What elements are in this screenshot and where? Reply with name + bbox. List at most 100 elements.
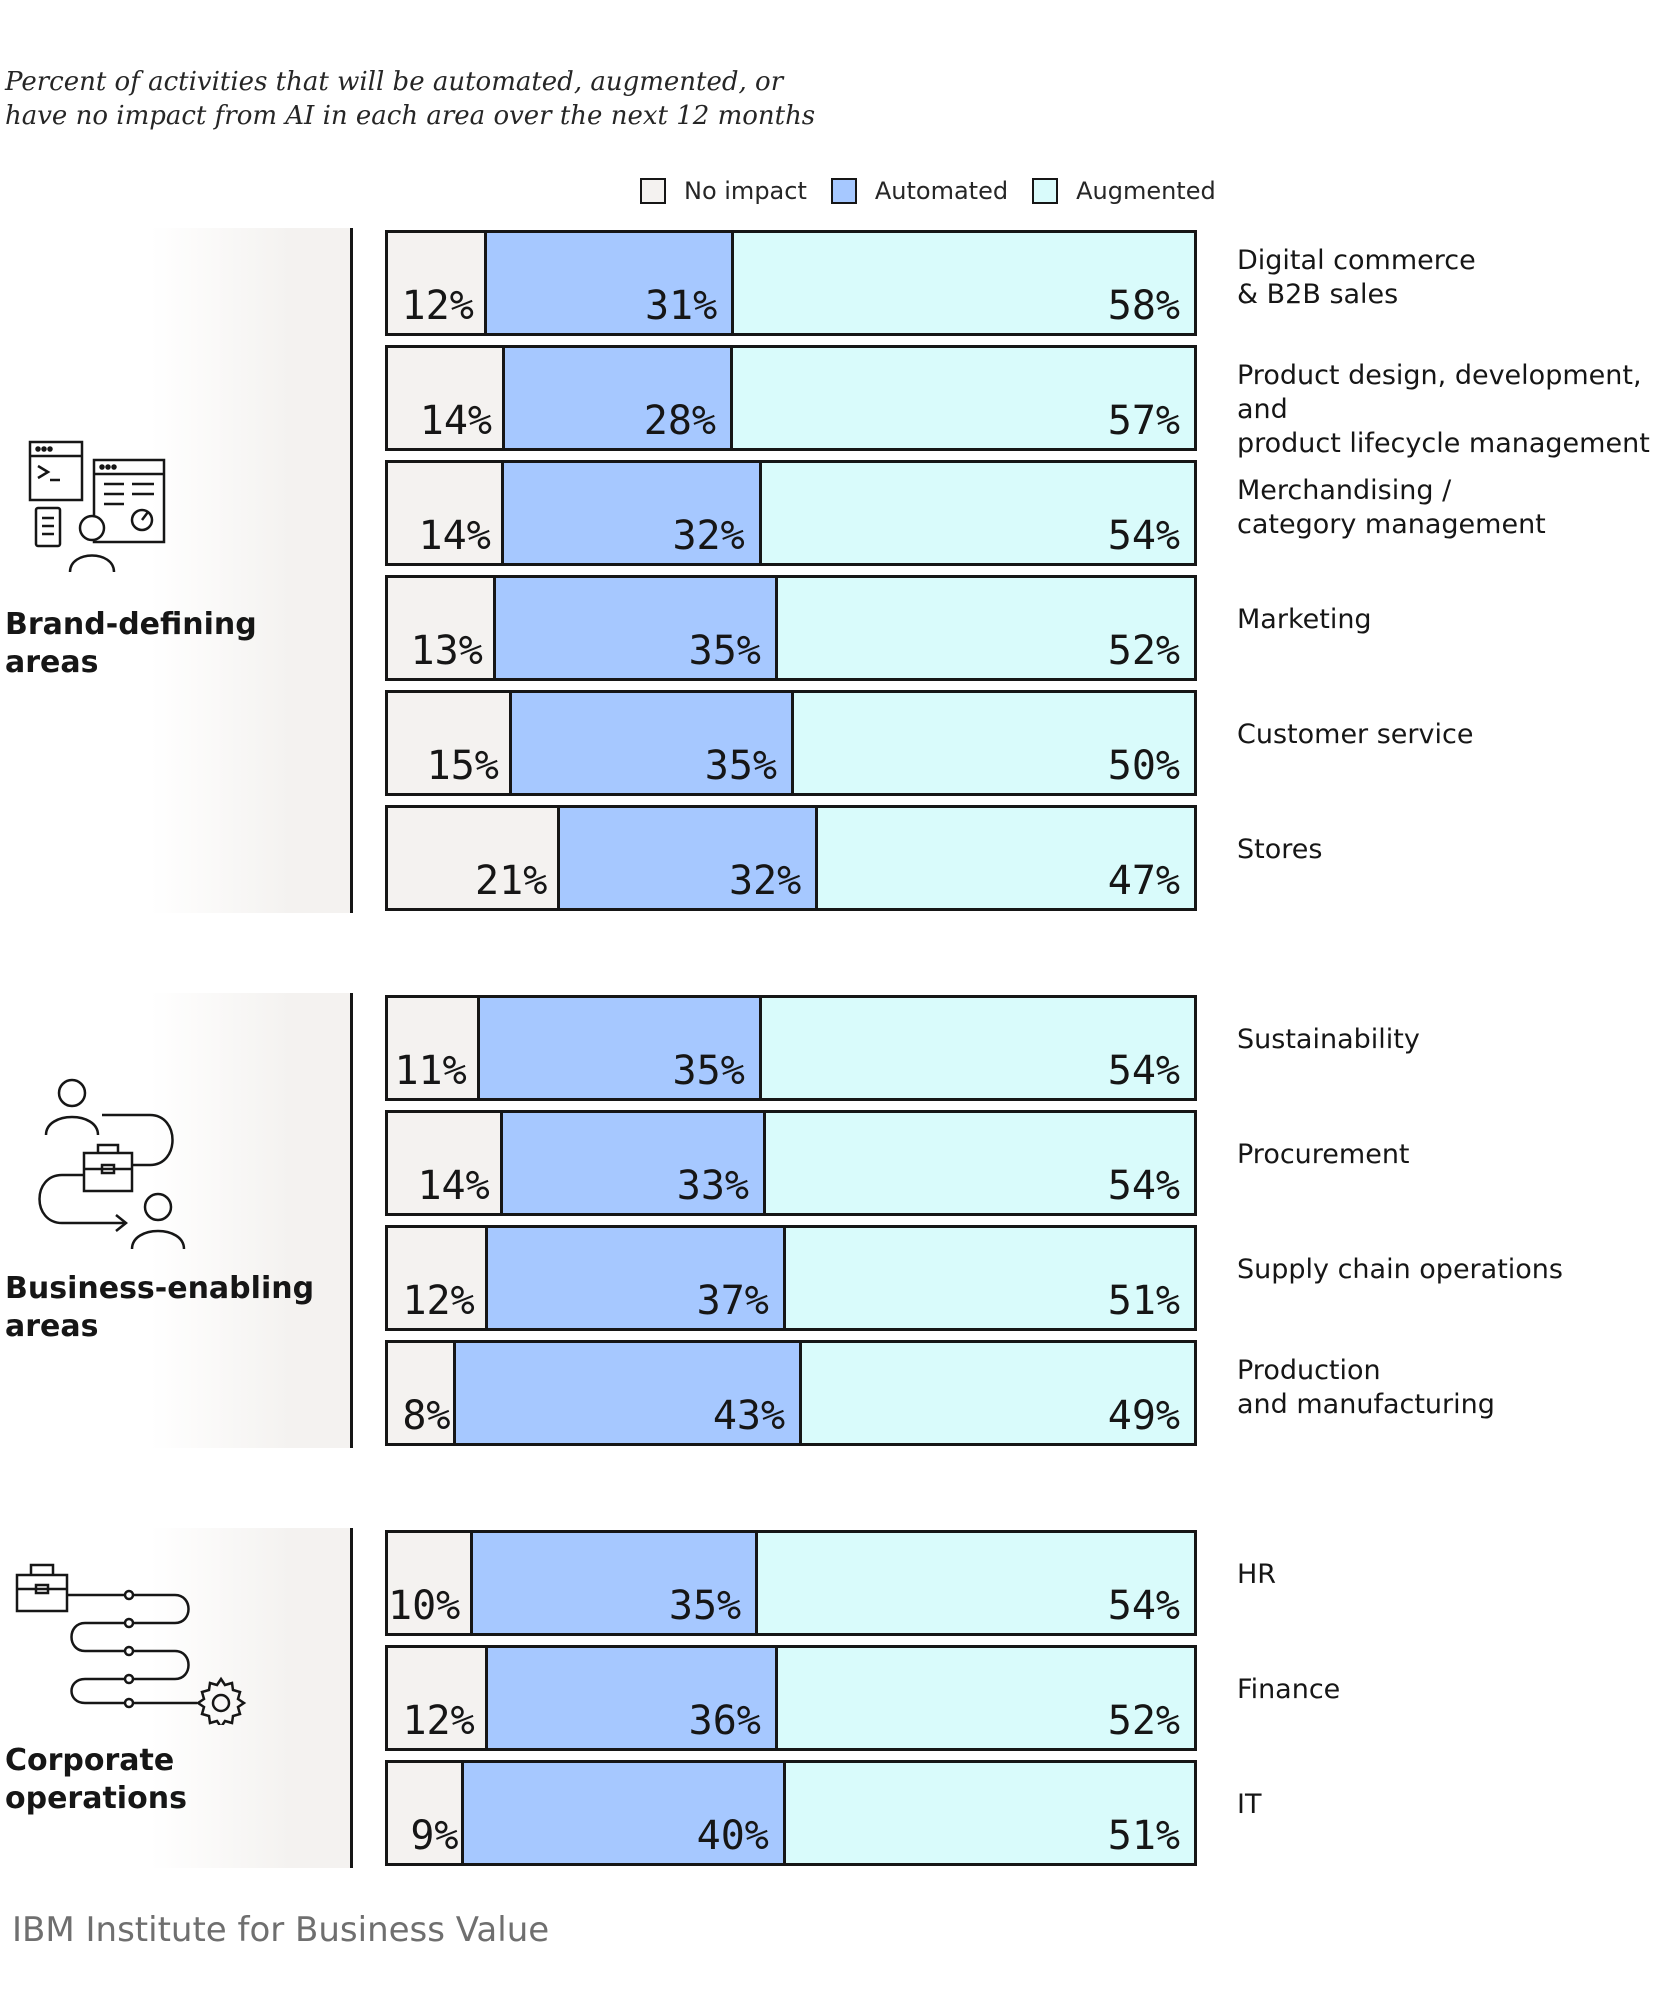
- category-label: Digital commerce & B2B sales: [1237, 245, 1476, 310]
- data-label: 8%: [402, 1393, 451, 1439]
- group-divider: [350, 1528, 353, 1868]
- bar-row: 14% 33% 54%: [385, 1110, 1197, 1216]
- category-label: Customer service: [1237, 719, 1474, 750]
- bar-segment-automated: 37%: [484, 1228, 783, 1328]
- data-label: 35%: [672, 1048, 745, 1094]
- bar-row: 14% 32% 54%: [385, 460, 1197, 566]
- category-label: Marketing: [1237, 604, 1372, 635]
- data-label: 12%: [402, 1698, 475, 1744]
- subtitle-line-1: Percent of activities that will be autom…: [5, 67, 784, 97]
- legend-swatch-augmented: [1032, 178, 1059, 204]
- bar-row: 13% 35% 52%: [385, 575, 1197, 681]
- bar-row: 11% 35% 54%: [385, 995, 1197, 1101]
- footer-source: IBM Institute for Business Value: [12, 1910, 550, 1950]
- bar-segment-no-impact: 11%: [388, 998, 477, 1098]
- data-label: 32%: [672, 513, 745, 559]
- category-label: Supply chain operations: [1237, 1254, 1563, 1285]
- group-background: [150, 993, 352, 1448]
- data-label: 36%: [688, 1698, 761, 1744]
- data-label: 21%: [475, 858, 548, 904]
- bar-segment-no-impact: 21%: [388, 808, 558, 908]
- category-label: Stores: [1237, 834, 1323, 865]
- data-label: 11%: [394, 1048, 467, 1094]
- bar-segment-automated: 40%: [460, 1763, 783, 1863]
- data-label: 9%: [410, 1813, 459, 1859]
- legend-label-augmented: Augmented: [1076, 177, 1216, 205]
- data-label: 54%: [1107, 1583, 1180, 1629]
- bar-segment-automated: 35%: [470, 1533, 756, 1633]
- bar-segment-no-impact: 12%: [388, 233, 484, 333]
- data-label: 37%: [696, 1278, 769, 1324]
- category-label: Merchandising / category management: [1237, 475, 1546, 540]
- data-label: 31%: [644, 283, 718, 329]
- bar-segment-augmented: 52%: [774, 1648, 1194, 1748]
- data-label: 33%: [676, 1163, 749, 1209]
- bar-segment-no-impact: 13%: [388, 578, 493, 678]
- data-label: 12%: [401, 283, 474, 329]
- data-label: 52%: [1107, 1698, 1180, 1744]
- category-label: Sustainability: [1237, 1024, 1420, 1055]
- workflow-people-icon: [32, 1075, 192, 1259]
- chart-subtitle: Percent of activities that will be autom…: [5, 65, 825, 133]
- bar-segment-no-impact: 8%: [388, 1343, 453, 1443]
- legend-label-automated: Automated: [874, 177, 1009, 205]
- subtitle-line-2: have no impact from AI in each area over…: [5, 101, 816, 131]
- data-label: 47%: [1107, 858, 1180, 904]
- bar-row: 9% 40% 51%: [385, 1760, 1197, 1866]
- legend-label-no-impact: No impact: [684, 177, 807, 205]
- data-label: 58%: [1107, 283, 1180, 329]
- bar-segment-automated: 32%: [557, 808, 816, 908]
- bar-row: 10% 35% 54%: [385, 1530, 1197, 1636]
- data-label: 14%: [418, 513, 491, 559]
- bar-segment-augmented: 51%: [782, 1228, 1194, 1328]
- bar-segment-augmented: 54%: [758, 998, 1194, 1098]
- group-background: [150, 228, 352, 913]
- data-label: 51%: [1107, 1278, 1180, 1324]
- bar-segment-no-impact: 12%: [388, 1648, 485, 1748]
- bar-segment-automated: 35%: [476, 998, 759, 1098]
- data-label: 51%: [1107, 1813, 1180, 1859]
- bar-segment-automated: 31%: [483, 233, 732, 333]
- data-label: 54%: [1107, 1163, 1180, 1209]
- bar-segment-augmented: 47%: [815, 808, 1194, 908]
- category-label: Finance: [1237, 1674, 1341, 1705]
- bar-segment-no-impact: 15%: [388, 693, 509, 793]
- bar-row: 12% 36% 52%: [385, 1645, 1197, 1751]
- bar-segment-no-impact: 9%: [388, 1763, 461, 1863]
- data-label: 12%: [402, 1278, 475, 1324]
- bar-segment-no-impact: 10%: [388, 1533, 471, 1633]
- process-gear-icon: [15, 1555, 255, 1730]
- bar-segment-no-impact: 14%: [388, 1113, 500, 1213]
- data-label: 32%: [728, 858, 802, 904]
- data-label: 13%: [410, 628, 483, 674]
- legend-item-automated: Automated: [830, 177, 1009, 205]
- data-label: 14%: [419, 398, 492, 444]
- bar-segment-no-impact: 14%: [388, 463, 501, 563]
- legend-item-no-impact: No impact: [640, 177, 807, 205]
- category-label: Procurement: [1237, 1139, 1410, 1170]
- bar-segment-augmented: 49%: [799, 1343, 1194, 1443]
- bar-segment-automated: 43%: [452, 1343, 800, 1443]
- category-label: Product design, development, and product …: [1237, 360, 1650, 459]
- bar-row: 15% 35% 50%: [385, 690, 1197, 796]
- data-label: 57%: [1107, 398, 1180, 444]
- bar-segment-automated: 35%: [508, 693, 791, 793]
- legend-item-augmented: Augmented: [1032, 177, 1216, 205]
- legend-swatch-no-impact: [640, 178, 666, 204]
- data-label: 49%: [1107, 1393, 1180, 1439]
- bar-row: 21% 32% 47%: [385, 805, 1197, 911]
- bar-segment-augmented: 54%: [762, 1113, 1194, 1213]
- data-label: 54%: [1107, 1048, 1180, 1094]
- data-label: 35%: [704, 743, 777, 789]
- bar-segment-no-impact: 14%: [388, 348, 502, 448]
- group-label: Brand-defining areas: [5, 607, 257, 680]
- bar-segment-no-impact: 12%: [388, 1228, 485, 1328]
- bar-segment-augmented: 51%: [782, 1763, 1194, 1863]
- group-background: [150, 1528, 352, 1868]
- bar-segment-augmented: 54%: [758, 463, 1194, 563]
- bar-segment-automated: 32%: [500, 463, 759, 563]
- bar-row: 14% 28% 57%: [385, 345, 1197, 451]
- bar-segment-automated: 28%: [502, 348, 730, 448]
- group-divider: [350, 993, 353, 1448]
- legend: No impact Automated Augmented: [640, 174, 1240, 208]
